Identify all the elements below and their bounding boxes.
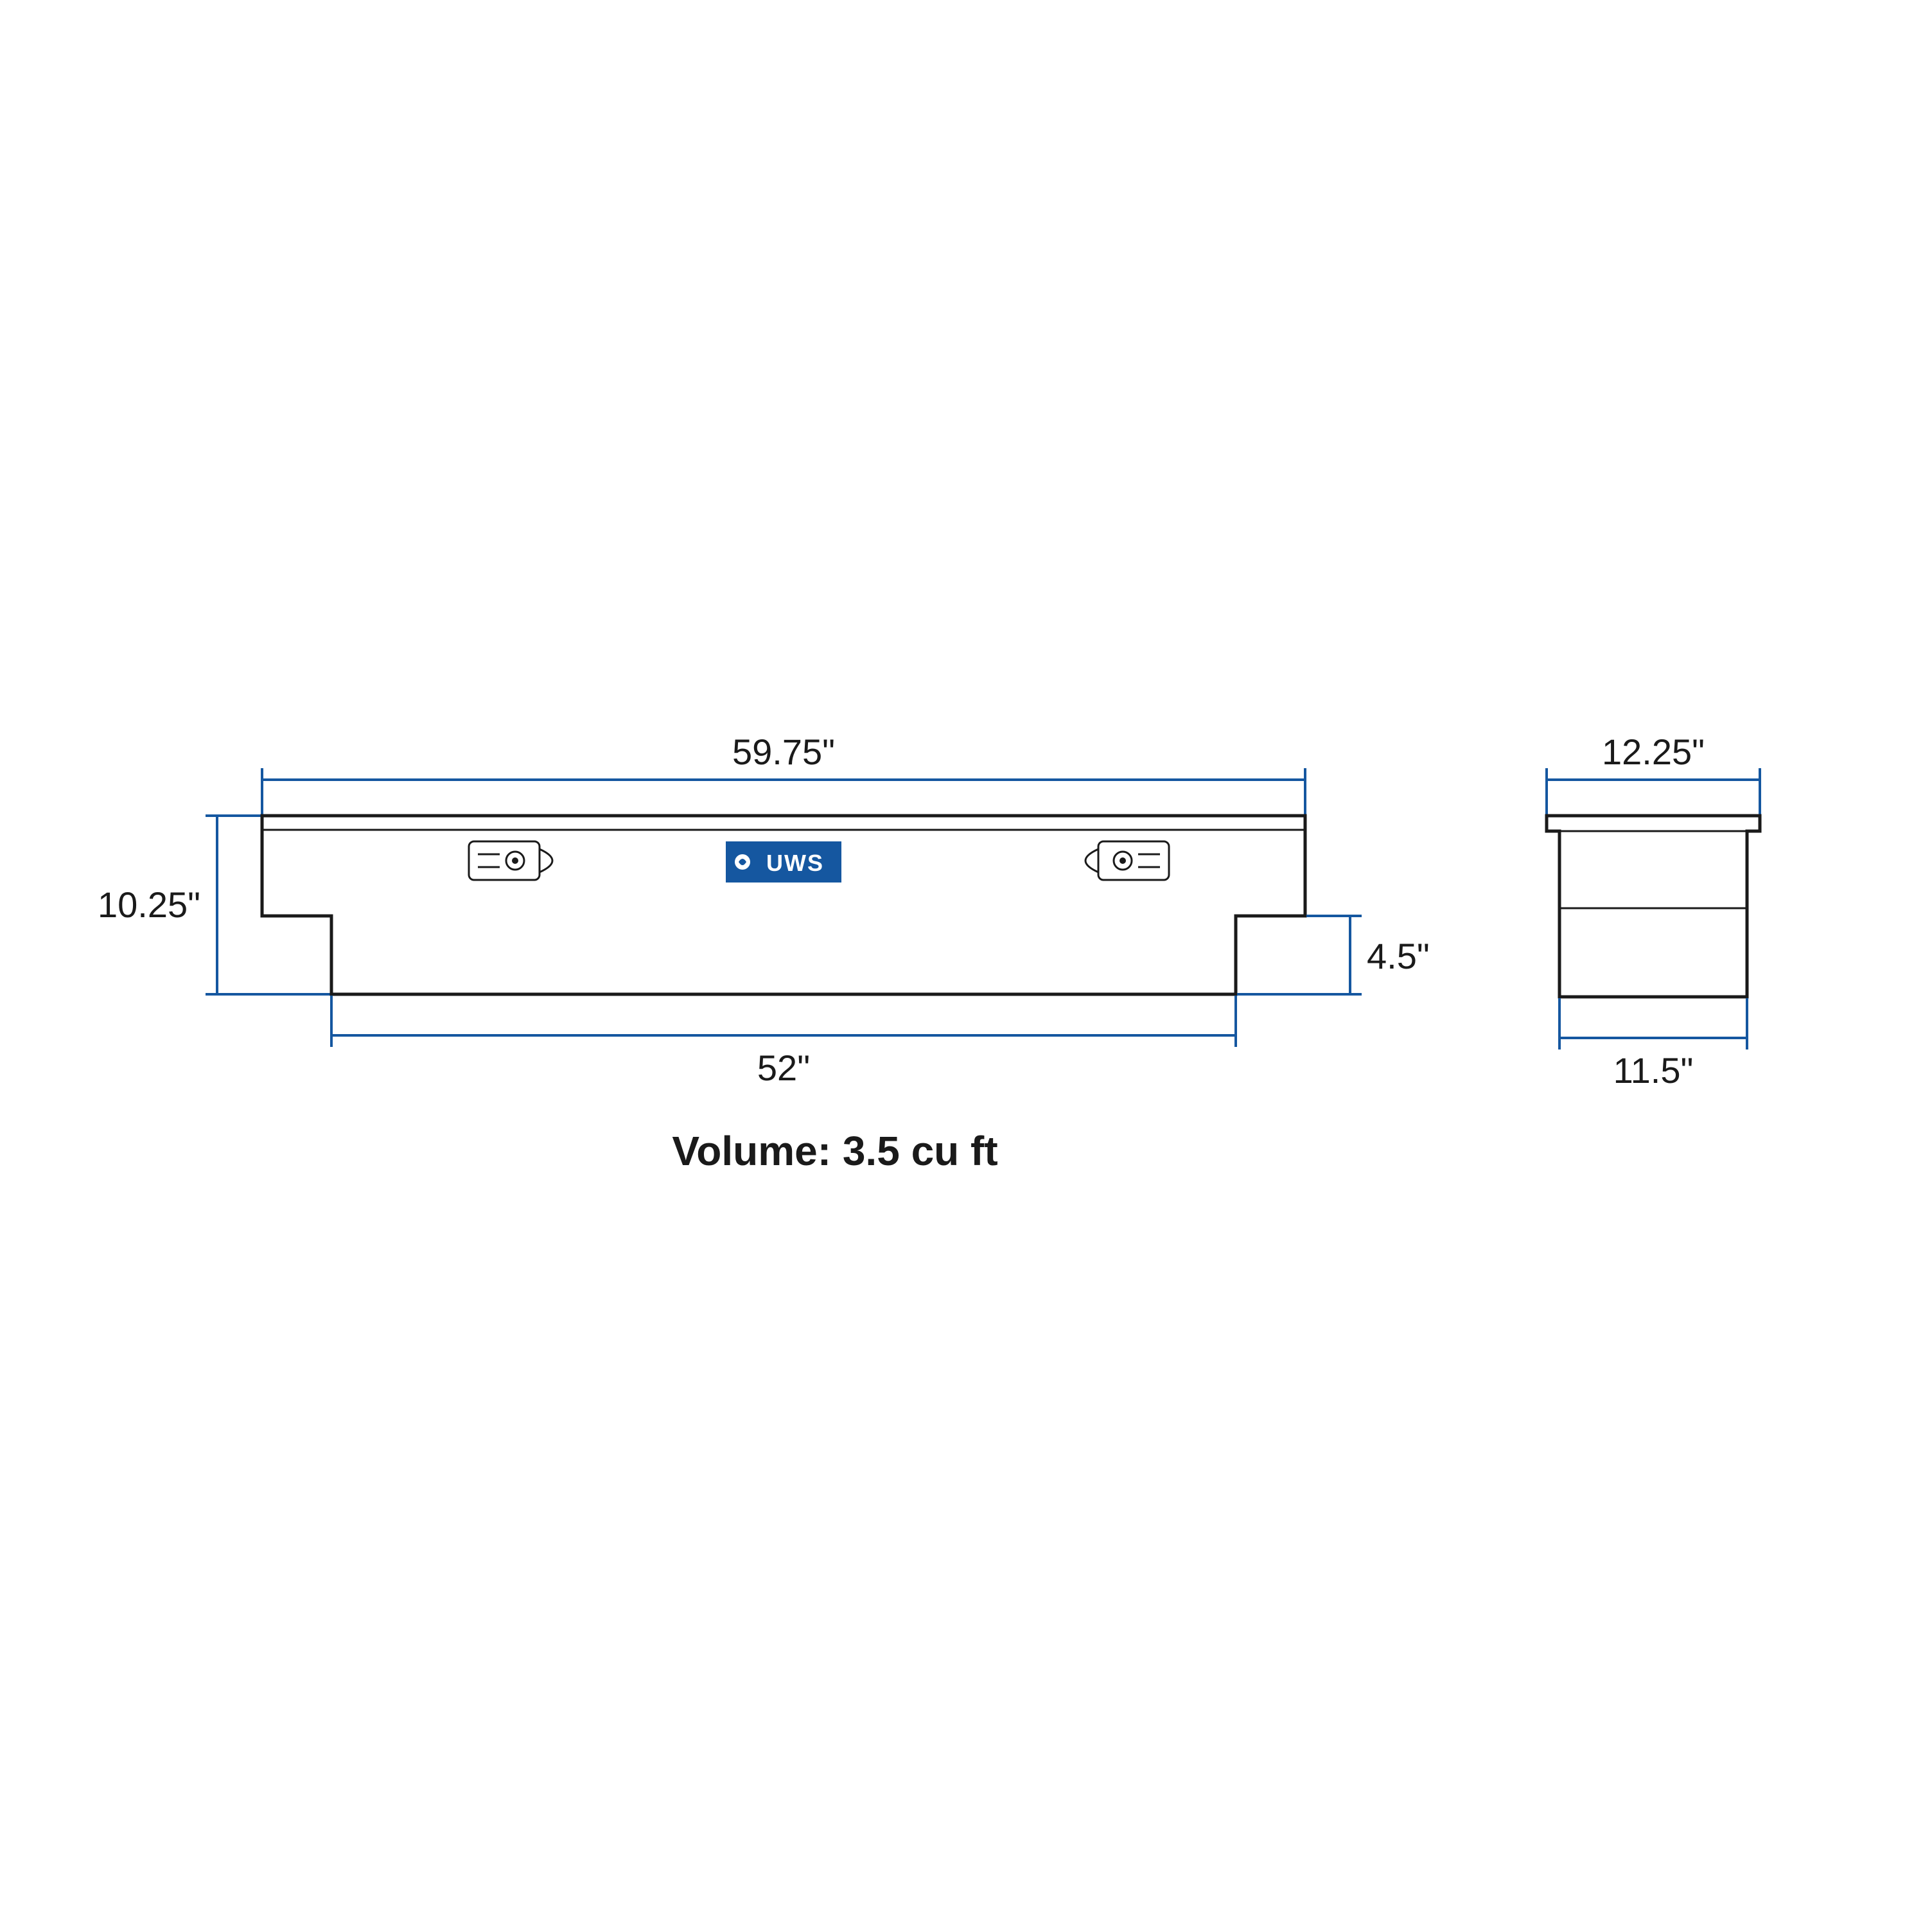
side-view: 12.25" 11.5" bbox=[1547, 732, 1760, 1091]
side-body-outline bbox=[1547, 816, 1760, 997]
dim-bottom-width-label: 52" bbox=[757, 1048, 810, 1088]
dim-right-partial-height: 4.5" bbox=[1237, 916, 1430, 994]
dimension-diagram: 59.75" 10.25" bbox=[0, 0, 1932, 1932]
volume-label: Volume: 3.5 cu ft bbox=[672, 1128, 997, 1174]
dim-side-bottom-label: 11.5" bbox=[1613, 1050, 1694, 1091]
dim-right-partial-label: 4.5" bbox=[1367, 936, 1430, 976]
front-view: 59.75" 10.25" bbox=[98, 732, 1430, 1088]
dim-bottom-width: 52" bbox=[331, 996, 1236, 1088]
dim-side-top: 12.25" bbox=[1547, 732, 1760, 817]
dim-top-width-label: 59.75" bbox=[732, 732, 835, 772]
dim-left-height-label: 10.25" bbox=[98, 884, 200, 925]
dim-side-top-label: 12.25" bbox=[1602, 732, 1705, 772]
dim-top-width: 59.75" bbox=[262, 732, 1305, 817]
brand-logo: UWS bbox=[726, 841, 841, 883]
dim-side-bottom: 11.5" bbox=[1559, 998, 1747, 1091]
brand-logo-text: UWS bbox=[766, 850, 824, 876]
